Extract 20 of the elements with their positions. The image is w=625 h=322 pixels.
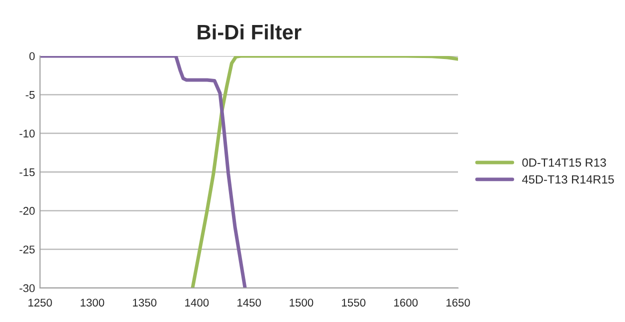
y-tick-label: -20: [20, 206, 35, 215]
y-tick-label: -10: [20, 130, 35, 138]
line-series: [190, 56, 458, 288]
x-tick-label: 1400: [185, 298, 209, 307]
y-tick-label: 0: [29, 52, 35, 60]
x-tick-label: 1450: [237, 298, 261, 307]
x-tick-label: 1350: [132, 298, 156, 307]
x-tick-label: 1650: [446, 298, 470, 307]
y-tick-label: -25: [20, 246, 35, 254]
x-tick-label: 1300: [80, 298, 104, 307]
x-tick-label: 1600: [394, 298, 418, 307]
legend-label: 45D-T13 R14R15: [522, 175, 614, 184]
chart-title: Bi-Di Filter: [198, 24, 302, 40]
legend-label: 0D-T14T15 R13: [522, 158, 606, 167]
y-tick-label: -30: [20, 284, 35, 292]
y-tick-label: -5: [26, 91, 35, 99]
y-tick-label: -15: [20, 168, 35, 176]
x-tick-label: 1550: [342, 298, 366, 307]
x-tick-label: 1250: [28, 298, 52, 307]
x-tick-label: 1500: [290, 298, 314, 307]
